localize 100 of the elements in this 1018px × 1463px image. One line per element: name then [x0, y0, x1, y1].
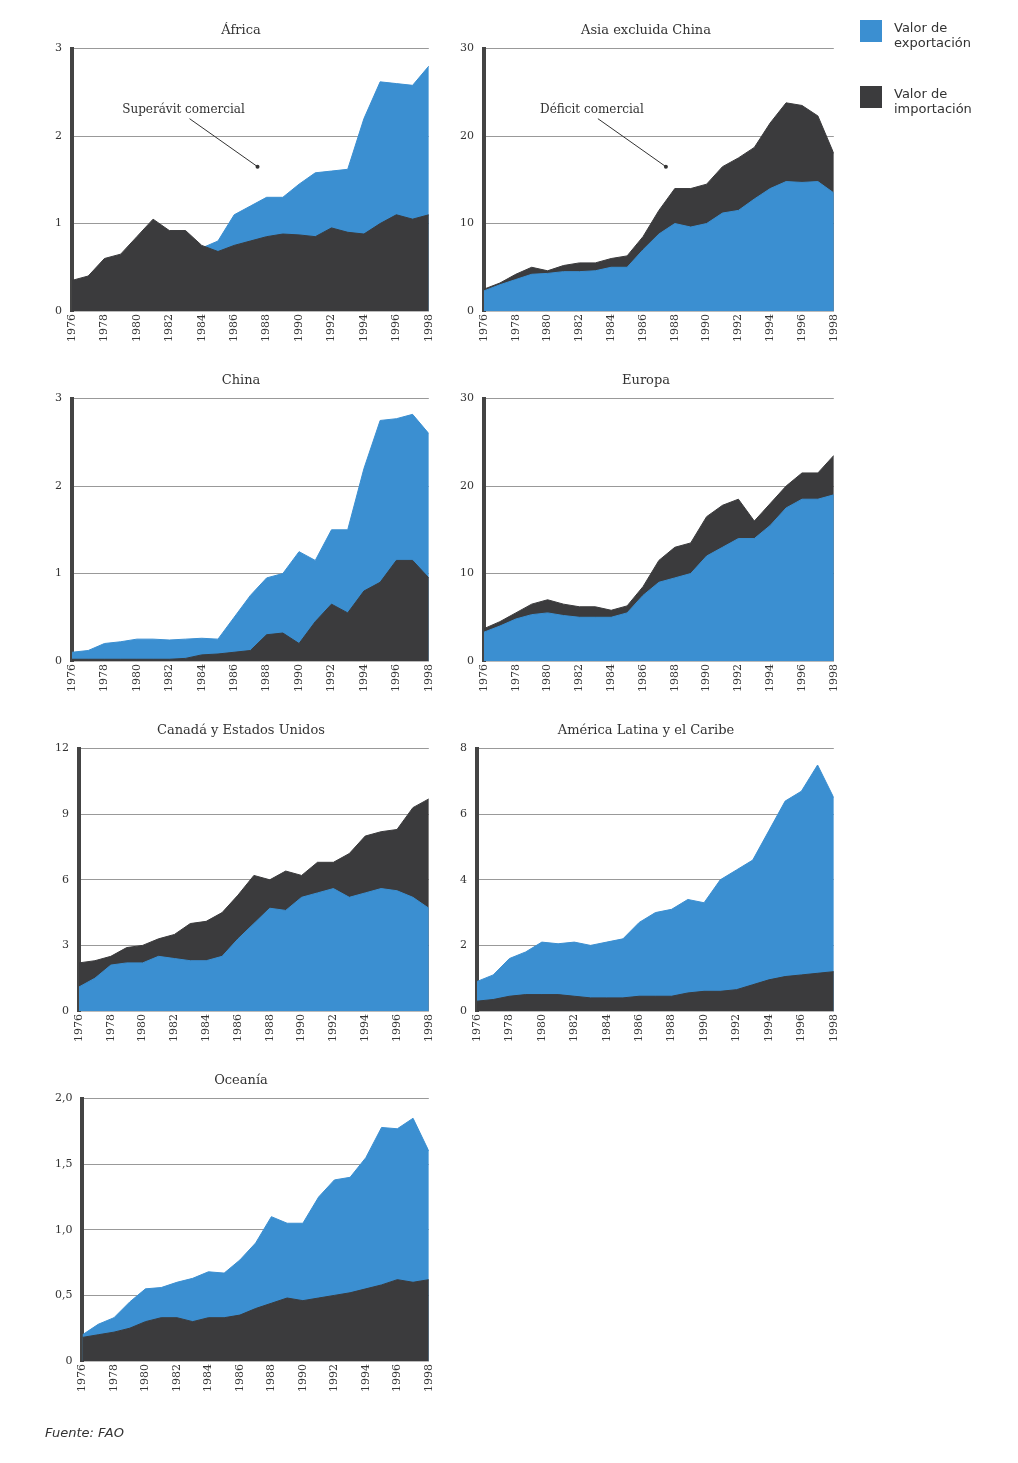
- x-tick-label: 1996: [389, 664, 403, 693]
- legend-label: Valor de importación: [894, 86, 973, 116]
- x-tick-label: 1992: [729, 1014, 743, 1043]
- x-tick-label: 1996: [794, 314, 808, 343]
- x-tick-label: 1988: [664, 1014, 678, 1043]
- x-tick-label: 1980: [129, 314, 143, 343]
- x-tick-label: 1976: [469, 1014, 483, 1043]
- y-tick-label: 1,0: [54, 1222, 73, 1236]
- chart-title: América Latina y el Caribe: [556, 722, 735, 738]
- x-tick-label: 1984: [599, 1014, 613, 1043]
- x-tick-label: 1984: [604, 664, 618, 693]
- chart-title: Canadá y Estados Unidos: [157, 722, 325, 738]
- x-tick-label: 1982: [162, 664, 176, 693]
- y-tick-label: 2: [460, 938, 467, 952]
- x-tick-label: 1994: [761, 1014, 775, 1043]
- y-tick-label: 0: [62, 1003, 69, 1017]
- y-tick-label: 8: [460, 741, 467, 755]
- y-tick-label: 3: [62, 938, 69, 952]
- x-tick-label: 1996: [794, 1014, 808, 1043]
- y-tick-label: 20: [460, 128, 474, 142]
- chart-title: Asia excluida China: [580, 22, 712, 38]
- x-tick-label: 1990: [696, 1014, 710, 1043]
- x-tick-label: 1990: [291, 664, 305, 693]
- x-tick-label: 1976: [64, 664, 78, 693]
- x-tick-label: 1982: [572, 314, 586, 343]
- x-tick-label: 1982: [162, 314, 176, 343]
- y-tick-label: 1,5: [54, 1157, 73, 1171]
- x-tick-label: 1996: [389, 1014, 403, 1043]
- y-tick-label: 2: [55, 478, 62, 492]
- x-tick-label: 1984: [199, 1014, 213, 1043]
- x-tick-label: 1996: [389, 314, 403, 343]
- x-tick-label: 1988: [262, 1014, 276, 1043]
- x-tick-label: 1988: [264, 1364, 278, 1393]
- y-tick-label: 0: [65, 1353, 73, 1367]
- x-tick-label: 1990: [699, 314, 713, 343]
- x-tick-label: 1988: [667, 314, 681, 343]
- x-tick-label: 1992: [731, 314, 745, 343]
- x-tick-label: 1978: [97, 664, 111, 693]
- y-tick-label: 6: [62, 872, 69, 886]
- x-tick-label: 1976: [476, 664, 490, 693]
- x-tick-label: 1984: [194, 664, 208, 693]
- y-tick-label: 10: [460, 566, 474, 580]
- x-tick-label: 1986: [227, 664, 241, 693]
- x-tick-label: 1980: [534, 1014, 548, 1043]
- x-tick-label: 1978: [97, 314, 111, 343]
- y-tick-label: 4: [460, 872, 467, 886]
- x-tick-label: 1984: [194, 314, 208, 343]
- x-tick-label: 1988: [259, 664, 273, 693]
- y-tick-label: 1: [55, 216, 62, 230]
- y-tick-label: 30: [460, 391, 474, 405]
- y-tick-label: 6: [460, 807, 467, 821]
- x-tick-label: 1978: [103, 1014, 117, 1043]
- x-tick-label: 1978: [106, 1364, 120, 1393]
- x-tick-label: 1976: [71, 1014, 85, 1043]
- x-tick-label: 1992: [324, 314, 338, 343]
- x-tick-label: 1998: [421, 664, 435, 693]
- x-tick-label: 1994: [356, 314, 370, 343]
- y-tick-label: 12: [55, 741, 69, 755]
- y-tick-label: 20: [460, 478, 474, 492]
- x-tick-label: 1990: [291, 314, 305, 343]
- x-tick-label: 1986: [635, 664, 649, 693]
- y-tick-label: 0: [55, 653, 62, 667]
- x-tick-label: 1982: [572, 664, 586, 693]
- x-tick-label: 1982: [567, 1014, 581, 1043]
- x-tick-label: 1998: [421, 1364, 435, 1393]
- chart-title: África: [220, 22, 261, 38]
- x-tick-label: 1994: [356, 664, 370, 693]
- x-tick-label: 1988: [667, 664, 681, 693]
- y-tick-label: 0,5: [54, 1288, 73, 1302]
- x-tick-label: 1992: [324, 664, 338, 693]
- x-tick-label: 1994: [763, 664, 777, 693]
- x-tick-label: 1980: [540, 664, 554, 693]
- x-tick-label: 1992: [731, 664, 745, 693]
- x-tick-label: 1976: [75, 1364, 89, 1393]
- y-tick-label: 0: [467, 303, 474, 317]
- x-tick-label: 1992: [327, 1364, 341, 1393]
- x-tick-label: 1986: [632, 1014, 646, 1043]
- x-tick-label: 1998: [826, 664, 840, 693]
- x-tick-label: 1994: [358, 1364, 372, 1393]
- x-tick-label: 1978: [508, 664, 522, 693]
- x-tick-label: 1990: [294, 1014, 308, 1043]
- y-tick-label: 0: [467, 653, 474, 667]
- annotation: Déficit comercial: [540, 101, 644, 116]
- x-tick-label: 1988: [259, 314, 273, 343]
- x-tick-label: 1976: [476, 314, 490, 343]
- chart-title: Europa: [622, 372, 671, 388]
- y-tick-label: 3: [55, 391, 62, 405]
- x-tick-label: 1984: [604, 314, 618, 343]
- x-tick-label: 1998: [826, 1014, 840, 1043]
- legend-label: Valor de exportación: [894, 20, 973, 50]
- x-tick-label: 1986: [635, 314, 649, 343]
- x-tick-label: 1984: [201, 1364, 215, 1393]
- x-tick-label: 1998: [421, 1014, 435, 1043]
- x-tick-label: 1982: [169, 1364, 183, 1393]
- y-tick-label: 0: [55, 303, 62, 317]
- y-tick-label: 1: [55, 566, 62, 580]
- x-tick-label: 1980: [129, 664, 143, 693]
- x-tick-label: 1978: [502, 1014, 516, 1043]
- y-tick-label: 10: [460, 216, 474, 230]
- chart-title: China: [221, 372, 261, 388]
